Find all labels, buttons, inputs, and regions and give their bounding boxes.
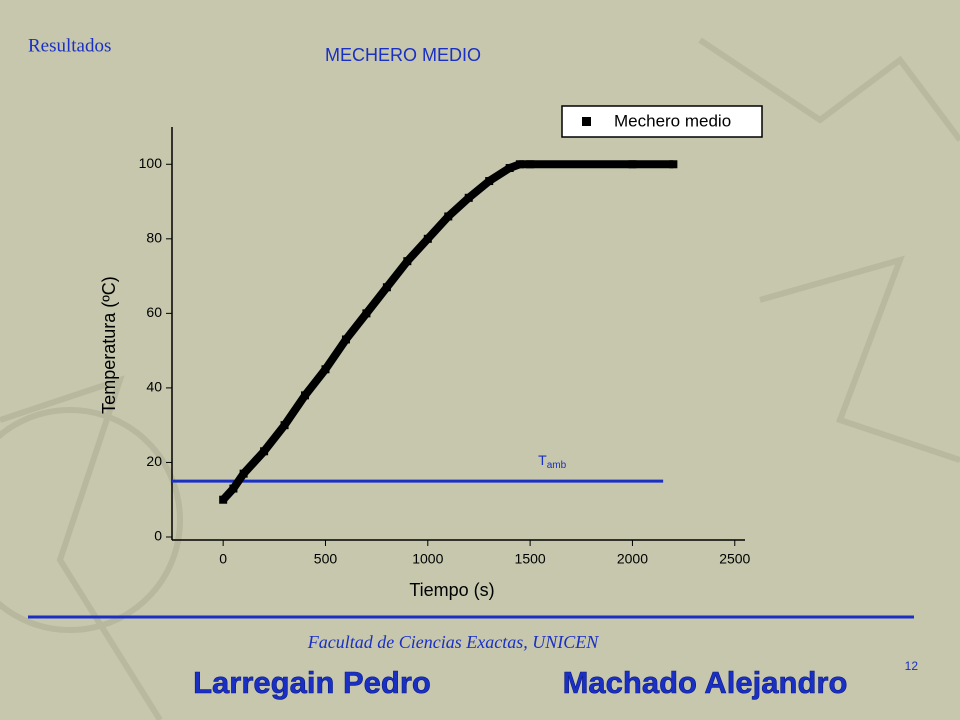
y-tick-label: 20 [146,453,162,469]
y-axis-label: Temperatura (ºC) [99,276,119,414]
data-point [219,495,228,504]
data-point [229,484,238,493]
chart-title: MECHERO MEDIO [325,45,481,65]
legend-box [561,105,763,138]
data-point [341,335,350,344]
data-point [403,257,412,266]
data-point [515,160,524,169]
data-point [301,391,310,400]
data-point [321,365,330,374]
x-tick-label: 2500 [719,551,750,567]
legend-label: Mechero medio [614,111,731,130]
data-point [382,283,391,292]
x-axis-label: Tiempo (s) [409,580,494,600]
y-tick-label: 60 [146,304,162,320]
footer: Facultad de Ciencias Exactas, UNICEN [307,632,599,652]
x-tick-label: 500 [314,551,338,567]
x-tick-label: 2000 [617,551,648,567]
section-title: Resultados [28,35,111,56]
data-point [260,447,269,456]
data-point [628,160,637,169]
data-point [505,164,514,172]
data-point [526,160,535,169]
data-point [362,309,371,318]
data-point [669,160,678,169]
y-tick-label: 40 [146,379,162,395]
y-tick-label: 0 [154,528,162,544]
y-tick-label: 80 [146,230,162,246]
data-point [464,193,473,202]
data-point [280,421,289,430]
page-number: 12 [905,659,919,673]
data-point [239,469,248,478]
reference-label: Tamb [538,452,566,471]
data-point [444,212,453,221]
reference-label-main: T [538,452,547,468]
author: Larregain Pedro [193,665,431,700]
legend-marker [582,117,591,126]
reference-label-sub: amb [547,460,567,471]
x-tick-label: 1000 [412,551,443,567]
data-point [485,177,494,186]
x-tick-label: 1500 [515,551,546,567]
author: Machado Alejandro [563,665,848,700]
x-tick-label: 0 [219,551,227,567]
data-point [423,234,432,243]
y-tick-label: 100 [139,155,163,171]
background-decoration [0,37,960,720]
